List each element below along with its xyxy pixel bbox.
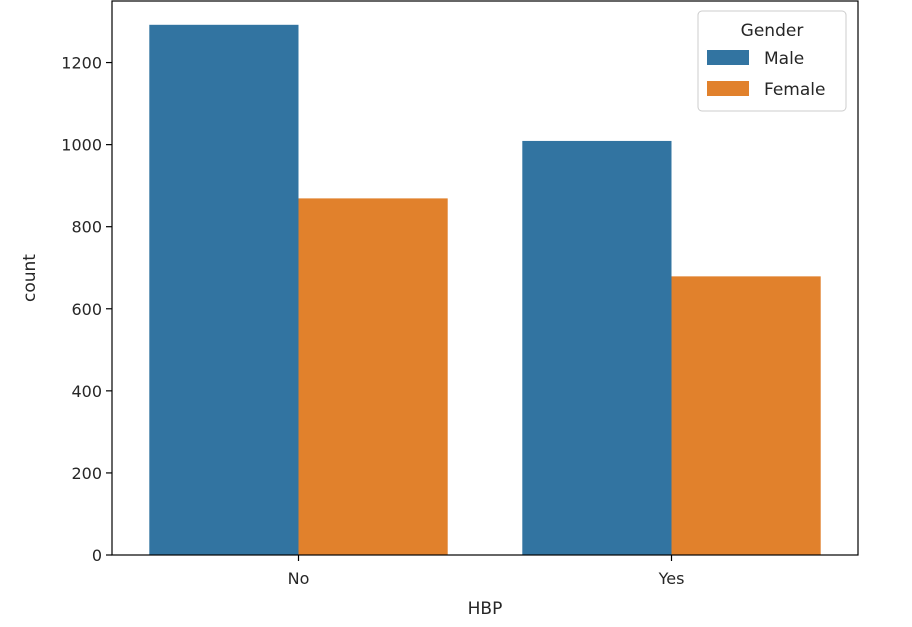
legend-swatch-female	[707, 81, 749, 96]
y-tick-label: 1000	[61, 136, 102, 155]
bar-male-yes	[522, 140, 672, 556]
legend-label-female: Female	[764, 80, 825, 100]
y-axis: 0 200 400 600 800 1000 1200	[61, 54, 112, 565]
bar-female-yes	[671, 276, 821, 555]
bar-male-no	[149, 24, 299, 556]
y-tick-label: 400	[71, 382, 102, 401]
x-tick-label: No	[288, 569, 310, 588]
legend: Gender Male Female	[697, 10, 847, 112]
legend-title: Gender	[741, 21, 804, 41]
bars-layer	[149, 24, 821, 556]
legend-swatch-male	[707, 50, 749, 65]
y-tick-label: 1200	[61, 54, 102, 73]
bar-female-no	[298, 198, 448, 555]
x-tick-label: Yes	[658, 569, 685, 588]
y-tick-label: 800	[71, 218, 102, 237]
x-axis: No Yes	[288, 555, 685, 588]
x-axis-label: HBP	[468, 599, 503, 619]
y-tick-label: 200	[71, 464, 102, 483]
y-tick-label: 600	[71, 300, 102, 319]
plot-frame	[111, 0, 859, 556]
y-tick-label: 0	[92, 546, 102, 565]
legend-label-male: Male	[764, 49, 804, 69]
y-axis-label: count	[20, 254, 40, 302]
